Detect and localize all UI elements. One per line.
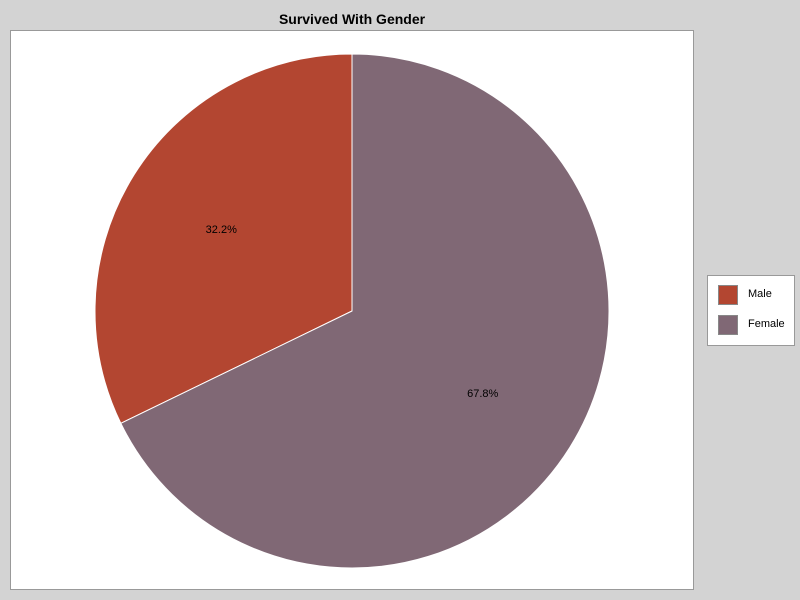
pie-slice-male	[94, 53, 353, 425]
plot-area: 32.2% 67.8%	[10, 30, 694, 590]
pie-chart: 32.2% 67.8%	[94, 53, 610, 569]
pie-label-female: 67.8%	[467, 388, 498, 400]
pie-label-male: 32.2%	[206, 224, 237, 236]
legend-label-male: Male	[748, 288, 772, 300]
legend-swatch-female	[718, 315, 738, 335]
legend-label-female: Female	[748, 318, 785, 330]
pie-slice-female	[120, 53, 610, 569]
legend-swatch-male	[718, 285, 738, 305]
chart-title: Survived With Gender	[278, 11, 426, 27]
legend: Male Female	[707, 275, 795, 346]
